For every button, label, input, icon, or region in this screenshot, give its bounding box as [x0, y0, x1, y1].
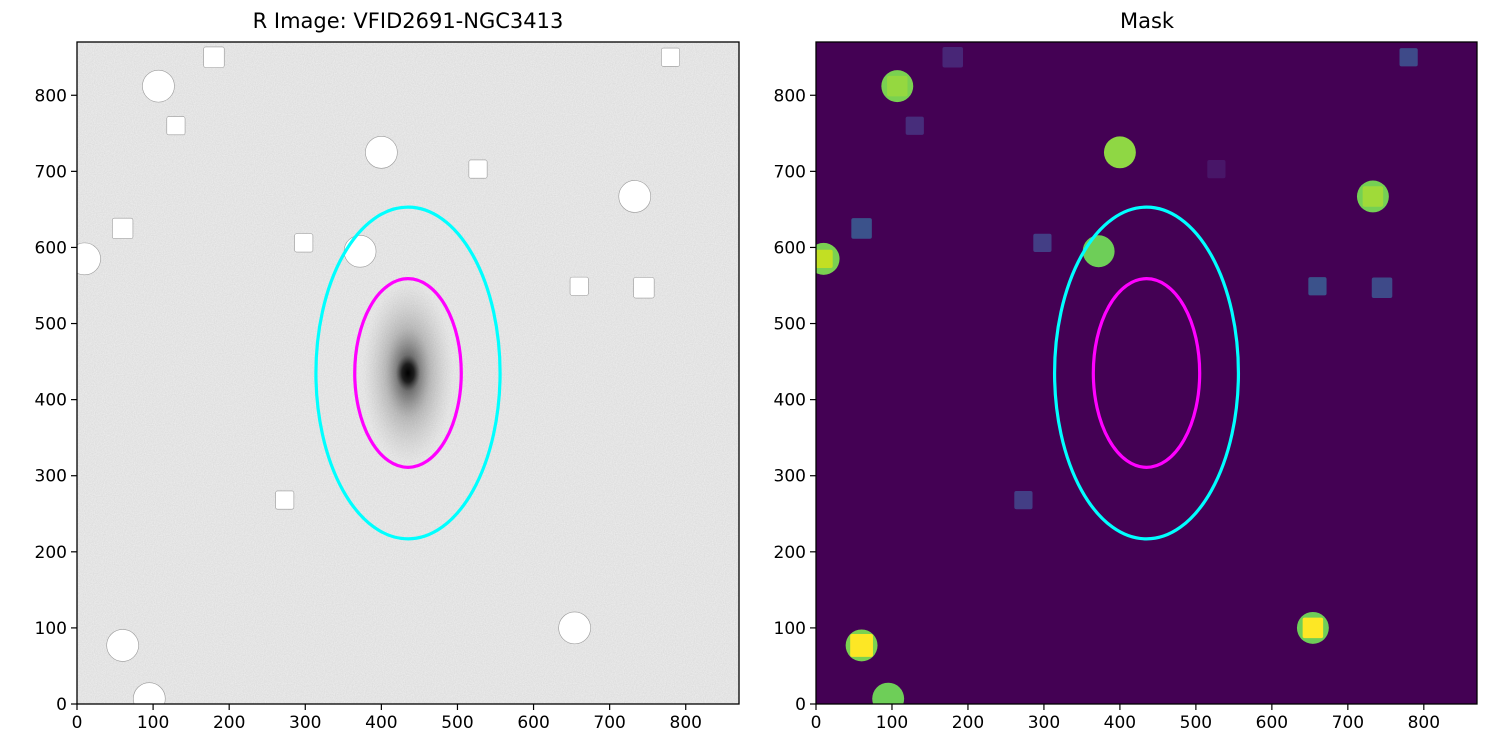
y-tick-label: 800 [774, 86, 806, 106]
mask-square [1302, 617, 1324, 639]
masked-star-square [112, 217, 134, 239]
masked-star-circle [618, 180, 652, 213]
masked-star-circle [558, 611, 591, 645]
y-tick-label: 100 [774, 619, 806, 639]
mask-square [887, 75, 908, 97]
y-tick-label: 300 [774, 467, 806, 487]
x-tick-label: 400 [365, 713, 397, 733]
masked-star-square [203, 46, 225, 68]
y-tick-label: 400 [35, 391, 67, 411]
masked-star-square [569, 276, 589, 296]
x-tick-label: 800 [670, 713, 702, 733]
masked-star-circle [365, 136, 398, 169]
mask-square [1399, 48, 1418, 67]
x-tick-label: 100 [876, 713, 908, 733]
x-tick-label: 700 [593, 713, 625, 733]
outer-ellipse [314, 205, 502, 541]
y-tick-label: 500 [774, 315, 806, 335]
x-tick-label: 200 [213, 713, 245, 733]
masked-star-circle [133, 682, 166, 704]
panel-title: R Image: VFID2691-NGC3413 [253, 9, 564, 33]
mask-background [816, 42, 1477, 704]
mask-square [905, 116, 924, 135]
x-tick-label: 100 [137, 713, 169, 733]
axes-frame [76, 41, 740, 705]
y-tick-label: 0 [56, 695, 67, 715]
y-tick-label: 100 [35, 619, 67, 639]
masked-star-square [633, 277, 655, 299]
axis-ticks: 0 100 200 300 400 500 600 700 800 0 100 200 300 400 50… [774, 86, 1440, 733]
x-tick-label: 600 [517, 713, 549, 733]
mask-square [1362, 186, 1384, 207]
mask-circle [1103, 136, 1136, 169]
mask-square [1014, 490, 1033, 510]
masked-star-circle [106, 629, 139, 662]
mask-square [1308, 277, 1327, 296]
x-tick-label: 200 [952, 713, 984, 733]
masked-star-circle [77, 242, 101, 276]
x-tick-label: 700 [1332, 713, 1364, 733]
galaxy-core [395, 354, 421, 392]
y-tick-label: 300 [35, 467, 67, 487]
y-tick-label: 0 [795, 695, 806, 715]
x-tick-label: 500 [441, 713, 473, 733]
x-tick-label: 300 [289, 713, 321, 733]
x-tick-label: 600 [1256, 713, 1288, 733]
panel-title: Mask [1120, 9, 1175, 33]
y-tick-label: 700 [35, 162, 67, 182]
y-tick-label: 600 [774, 238, 806, 258]
masked-star-square [166, 116, 186, 136]
x-tick-label: 0 [811, 713, 822, 733]
x-tick-label: 400 [1104, 713, 1136, 733]
r-image-panel: R Image: VFID2691-NGC3413 0 100 200 300 400 5… [35, 9, 740, 733]
mask-square [850, 633, 873, 657]
masked-star-square [294, 233, 314, 253]
x-tick-label: 0 [72, 713, 83, 733]
inner-ellipse [1091, 277, 1202, 469]
y-tick-label: 200 [774, 543, 806, 563]
mask-square [851, 218, 872, 239]
y-tick-label: 400 [774, 391, 806, 411]
mask-plot-area [816, 42, 1477, 704]
mask-square [942, 46, 964, 68]
r-image-plot-area [77, 42, 739, 704]
masked-star-square [661, 47, 680, 67]
x-tick-label: 300 [1028, 713, 1060, 733]
mask-circle [872, 682, 905, 704]
mask-circle [1082, 235, 1115, 268]
y-tick-label: 500 [35, 315, 67, 335]
y-tick-label: 200 [35, 543, 67, 563]
y-tick-label: 600 [35, 238, 67, 258]
x-tick-label: 800 [1408, 713, 1440, 733]
outer-ellipse [1052, 205, 1241, 541]
masked-star-circle [343, 234, 377, 268]
x-tick-label: 500 [1180, 713, 1212, 733]
y-tick-label: 700 [774, 162, 806, 182]
masked-star-circle [142, 69, 175, 103]
y-tick-label: 800 [35, 86, 67, 106]
mask-square [1033, 233, 1052, 253]
mask-square [816, 249, 833, 268]
masked-star-square [468, 159, 488, 179]
inner-ellipse [353, 277, 463, 469]
mask-square [1207, 159, 1226, 179]
mask-square [1371, 277, 1393, 299]
mask-panel: Mask 0 100 200 300 400 500 600 700 800 0 100 200 300… [774, 9, 1478, 733]
axes-frame [815, 41, 1478, 705]
masked-star-square [275, 490, 295, 510]
axis-ticks: 0 100 200 300 400 500 600 700 800 0 100 200 300 400 50… [35, 86, 702, 733]
